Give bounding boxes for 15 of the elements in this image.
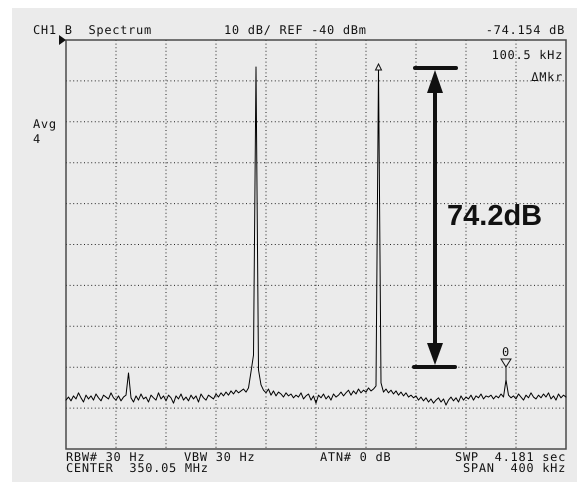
chart-title: CH1 B Spectrum: [33, 23, 152, 37]
annotation: 74.2dB: [447, 200, 542, 232]
text: SWP 4.181 sec: [455, 450, 566, 464]
text: CENTER 350.05 MHz: [66, 461, 209, 475]
annotation: 0: [502, 345, 510, 359]
text: SPAN 400 kHz: [462, 461, 566, 475]
text: -74.154 dB: [486, 23, 565, 37]
text: RBW# 30 Hz: [66, 450, 146, 464]
text: VBW 30 Hz: [184, 450, 256, 464]
chart-subtitle: 10 dB/ REF -40 dBm: [224, 23, 367, 37]
annotation: ΔMkr: [531, 70, 563, 84]
text: 100.5 kHz: [492, 48, 563, 62]
text: 4: [33, 132, 41, 146]
text: ATN# 0 dB: [320, 450, 392, 464]
text: Avg: [33, 117, 57, 131]
